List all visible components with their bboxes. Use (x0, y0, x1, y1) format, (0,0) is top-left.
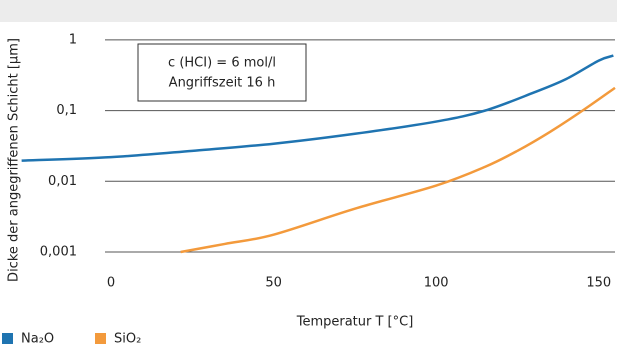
x-tick-label: 50 (265, 276, 282, 291)
y-tick-label: 1 (69, 32, 77, 47)
annotation: c (HCI) = 6 mol/l (168, 56, 276, 71)
series-line (21, 54, 614, 162)
series-line (180, 86, 616, 254)
y-tick-label: 0,01 (48, 174, 77, 189)
annotation-box (137, 43, 307, 102)
x-axis-label: Temperatur T [°C] (296, 315, 414, 330)
legend-swatch (95, 333, 106, 344)
header-band (0, 0, 617, 22)
legend-label: SiO₂ (114, 332, 141, 347)
x-tick-label: 100 (424, 276, 449, 291)
annotation: Angriffszeit 16 h (169, 76, 276, 91)
y-axis-label: Dicke der angegriffenen Schicht [µm] (7, 38, 22, 282)
x-tick-label: 0 (107, 276, 115, 291)
x-tick-label: 150 (586, 276, 611, 291)
y-tick-label: 0,001 (40, 245, 77, 260)
y-tick-label: 0,1 (56, 103, 77, 118)
legend-label: Na₂O (21, 332, 54, 347)
legend-swatch (2, 333, 13, 344)
